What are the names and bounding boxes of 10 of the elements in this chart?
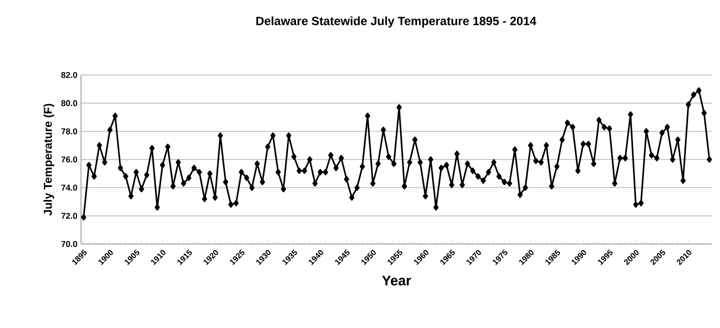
y-tick-label: 78.0 (61, 128, 78, 134)
chart-title: Delaware Statewide July Temperature 1895 - 2014 (256, 16, 536, 28)
y-tick-label: 72.0 (61, 212, 78, 219)
y-tick-label: 76.0 (61, 156, 78, 162)
y-tick-label: 70.0 (61, 241, 78, 247)
y-tick-label: 74.0 (61, 184, 78, 191)
x-axis-title: Year (382, 276, 412, 286)
y-tick-label: 82.0 (61, 72, 78, 78)
y-axis-title: July Temperature (F) (43, 104, 54, 216)
y-tick-label: 80.0 (61, 100, 78, 106)
